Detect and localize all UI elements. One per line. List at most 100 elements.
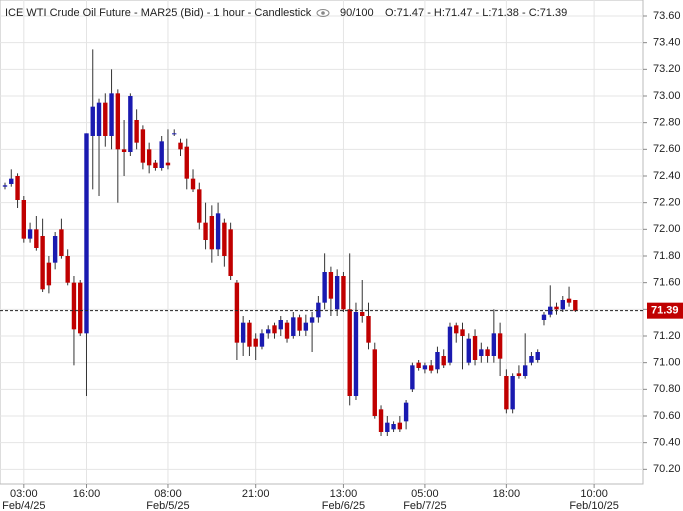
candle-body (297, 317, 302, 331)
candle-body (504, 376, 509, 410)
y-tick-label: 72.00 (653, 223, 681, 235)
y-tick-label: 70.40 (653, 437, 681, 449)
x-tick-label: 05:00 (411, 488, 439, 500)
candle-body (410, 365, 415, 390)
y-tick-label: 72.20 (653, 197, 681, 209)
candle-body (385, 422, 390, 432)
candle-body (115, 93, 121, 150)
y-tick-label: 71.80 (653, 250, 681, 262)
candle-body (46, 262, 52, 286)
x-date-label: Feb/5/25 (146, 500, 189, 511)
candle-body (184, 146, 189, 179)
candle-body (378, 409, 384, 432)
plot-area (0, 0, 644, 485)
candle-body (422, 365, 428, 370)
candle-body (397, 422, 403, 430)
candle-body (96, 102, 102, 136)
candle-body (253, 338, 258, 347)
x-date-label: Feb/10/25 (569, 500, 619, 511)
candle-body (121, 149, 127, 152)
y-tick-label: 73.40 (653, 37, 681, 49)
candle-body (529, 356, 534, 363)
candle-body (103, 102, 108, 136)
candle-body (15, 176, 20, 200)
candle-body (266, 329, 271, 334)
candle-body (34, 229, 39, 248)
x-tick-label: 16:00 (73, 488, 101, 500)
candle-body (172, 133, 177, 135)
candle-body (247, 322, 252, 347)
candle-body (134, 120, 139, 143)
ohlc-label: O:71.47 - H:71.47 - L:71.38 - C:71.39 (385, 7, 567, 19)
candle-body (522, 365, 528, 376)
candle-body (491, 333, 497, 356)
y-tick-label: 73.60 (653, 10, 681, 22)
last-price-label: 71.39 (651, 305, 679, 317)
candle-body (278, 320, 283, 330)
y-tick-label: 72.60 (653, 143, 681, 155)
candle-body (65, 256, 70, 283)
x-date-label: Feb/7/25 (403, 500, 446, 511)
candle-body (516, 373, 522, 376)
candle-body (272, 325, 277, 334)
chart-title: ICE WTI Crude Oil Future - MAR25 (Bid) -… (5, 7, 312, 19)
candle-body (140, 129, 146, 163)
y-tick-label: 73.20 (653, 63, 681, 75)
candles (2, 49, 578, 436)
x-tick-label: 21:00 (242, 488, 270, 500)
candle-body (284, 322, 290, 339)
candle-body (234, 282, 240, 343)
candle-body (454, 325, 459, 334)
candle-body (215, 213, 221, 250)
candle-body (291, 317, 296, 336)
candle-body (146, 149, 152, 166)
candle-body (372, 349, 377, 416)
candle-body (209, 216, 215, 250)
y-tick-label: 70.80 (653, 383, 681, 395)
candle-body (403, 402, 409, 422)
eye-icon[interactable] (316, 9, 330, 17)
candle-body (334, 276, 340, 310)
candle-body (510, 376, 515, 410)
candle-body (466, 338, 471, 363)
candle-body (560, 300, 565, 310)
candle-body (153, 162, 158, 168)
candle-body (240, 322, 246, 343)
counter: 90/100 (340, 7, 374, 19)
candle-body (303, 322, 309, 331)
candle-body (566, 298, 572, 303)
candle-body (27, 229, 33, 239)
candle-body (328, 272, 334, 299)
candle-body (541, 314, 547, 320)
candle-body (347, 309, 352, 396)
candle-body (9, 178, 14, 184)
candle-body (59, 229, 64, 256)
candle-body (435, 352, 440, 370)
candle-body (479, 349, 484, 356)
candle-body (222, 222, 227, 256)
candle-body (497, 333, 503, 359)
candle-body (447, 326, 453, 363)
candle-body (391, 424, 396, 430)
candle-body (309, 317, 315, 323)
candle-body (416, 362, 421, 368)
candle-body (128, 96, 133, 152)
candle-body (341, 276, 346, 310)
candle-body (428, 365, 434, 371)
candle-body (573, 300, 578, 311)
y-tick-label: 71.60 (653, 277, 681, 289)
candle-body (322, 272, 327, 303)
candle-body (178, 142, 183, 150)
y-tick-label: 70.20 (653, 463, 681, 475)
y-tick-label: 72.40 (653, 170, 681, 182)
candle-body (228, 229, 233, 276)
candle-body (203, 222, 208, 240)
candle-body (441, 356, 446, 366)
candle-body (353, 312, 359, 396)
candle-body (165, 162, 171, 166)
candle-body (90, 106, 95, 136)
candle-body (21, 200, 27, 239)
x-tick-label: 13:00 (330, 488, 358, 500)
candle-body (485, 349, 490, 356)
